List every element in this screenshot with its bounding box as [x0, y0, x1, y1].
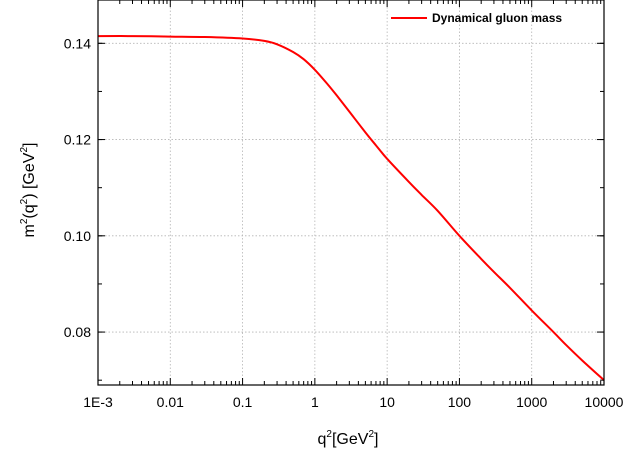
x-tick-label: 10000 [585, 394, 624, 410]
label-layer: 1E-3 0.01 0.1 1 10 100 1000 10000 0.08 0.10 0.12 0.… [64, 35, 624, 410]
x-tick-label: 10 [379, 394, 395, 410]
tick-layer [97, 0, 605, 385]
x-tick-label: 1E-3 [83, 394, 113, 410]
x-axis-title: q2[GeV2] [318, 429, 379, 448]
y-tick-label: 0.10 [64, 228, 91, 244]
legend-label-dynamical-gluon-mass: Dynamical gluon mass [432, 11, 562, 25]
x-tick-label: 100 [448, 394, 472, 410]
y-axis-title: m2(q2) [GeV2] [19, 143, 38, 238]
series-layer [97, 35, 605, 381]
x-tick-label: 0.1 [233, 394, 253, 410]
grid-layer [98, 0, 604, 385]
legend: Dynamical gluon mass [391, 11, 562, 25]
y-tick-label: 0.08 [64, 324, 91, 340]
series-line-dynamical-gluon-mass [97, 35, 605, 381]
x-tick-label: 1000 [516, 394, 547, 410]
x-tick-label: 0.01 [157, 394, 184, 410]
y-tick-label: 0.12 [64, 132, 91, 148]
plot-frame [97, 0, 605, 386]
y-tick-label: 0.14 [64, 35, 91, 51]
x-tick-label: 1 [311, 394, 319, 410]
